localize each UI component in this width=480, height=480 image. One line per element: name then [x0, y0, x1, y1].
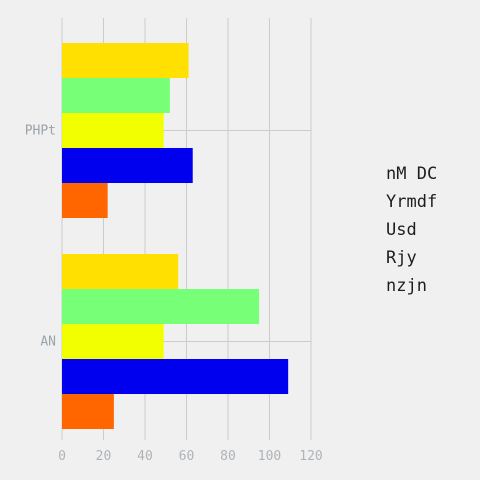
bars	[62, 43, 289, 429]
bar-PHPt-4	[62, 183, 108, 218]
x-tick-label: 40	[137, 449, 153, 464]
legend-entry: Usd	[386, 220, 417, 240]
bar-AN-3	[62, 359, 289, 394]
bar-AN-0	[62, 254, 179, 289]
bar-AN-4	[62, 394, 114, 429]
x-tick-label: 60	[179, 449, 195, 464]
legend: nM DC Yrmdf Usd Rjy nzjn	[386, 163, 437, 303]
bar-AN-2	[62, 324, 164, 359]
category-labels: PHPt AN	[25, 124, 56, 350]
bar-AN-1	[62, 289, 260, 324]
bar-PHPt-2	[62, 113, 164, 148]
category-label: AN	[40, 335, 56, 350]
legend-entry: nM DC	[386, 164, 438, 184]
x-tick-label: 20	[96, 449, 112, 464]
legend-entry: Rjy	[386, 248, 417, 268]
legend-entry: Yrmdf	[386, 192, 438, 212]
bar-PHPt-3	[62, 148, 193, 183]
legend-entry: nzjn	[386, 276, 427, 296]
bar-PHPt-0	[62, 43, 189, 78]
x-axis-ticks: 0 20 40 60 80 100 120	[58, 449, 323, 464]
x-tick-label: 0	[58, 449, 66, 464]
x-tick-label: 120	[299, 449, 322, 464]
bar-PHPt-1	[62, 78, 170, 113]
category-label: PHPt	[25, 124, 56, 139]
x-tick-label: 80	[220, 449, 236, 464]
x-tick-label: 100	[258, 449, 281, 464]
